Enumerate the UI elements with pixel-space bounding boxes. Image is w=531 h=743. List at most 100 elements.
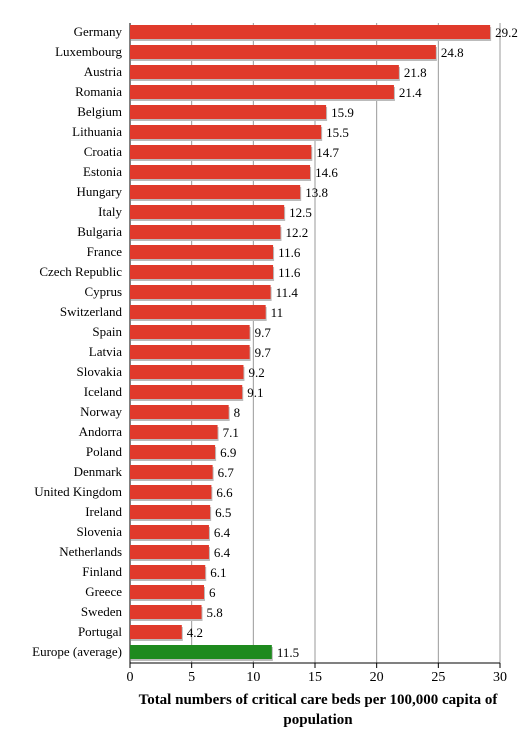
value-label: 6.4 [214, 525, 231, 540]
value-label: 12.2 [285, 225, 308, 240]
value-label: 6.5 [215, 505, 231, 520]
value-label: 15.9 [331, 105, 354, 120]
x-tick-label: 30 [493, 670, 507, 685]
y-tick-label: Europe (average) [32, 644, 122, 659]
y-tick-label: Switzerland [60, 304, 123, 319]
y-tick-label: Andorra [79, 424, 123, 439]
value-label: 14.6 [315, 165, 338, 180]
y-tick-label: Hungary [77, 184, 123, 199]
bar [130, 485, 212, 499]
value-label: 21.4 [399, 85, 422, 100]
value-label: 9.1 [247, 385, 263, 400]
value-label: 9.2 [248, 365, 264, 380]
y-tick-label: Bulgaria [77, 224, 122, 239]
y-tick-label: Slovakia [77, 364, 123, 379]
bar [130, 65, 399, 79]
bar [130, 325, 250, 339]
bar [130, 165, 311, 179]
value-label: 11.6 [278, 265, 301, 280]
value-label: 13.8 [305, 185, 328, 200]
value-label: 6.4 [214, 545, 231, 560]
bar [130, 345, 250, 359]
value-label: 11.6 [278, 245, 301, 260]
bar [130, 205, 285, 219]
bar [130, 385, 243, 399]
bar [130, 225, 281, 239]
value-label: 5.8 [207, 605, 223, 620]
y-tick-label: Luxembourg [55, 44, 122, 59]
bar [130, 305, 266, 319]
value-label: 24.8 [441, 45, 464, 60]
value-label: 14.7 [316, 145, 339, 160]
value-label: 7.1 [223, 425, 239, 440]
bar [130, 425, 218, 439]
value-label: 11 [271, 305, 284, 320]
x-tick-label: 5 [188, 670, 195, 685]
y-tick-label: Greece [85, 584, 122, 599]
bar [130, 465, 213, 479]
bar [130, 625, 182, 639]
value-label: 9.7 [255, 345, 272, 360]
bar [130, 645, 272, 659]
y-tick-label: Norway [80, 404, 122, 419]
bar [130, 145, 312, 159]
value-label: 4.2 [187, 625, 203, 640]
y-tick-label: Estonia [83, 164, 122, 179]
bar [130, 585, 204, 599]
bar [130, 445, 216, 459]
y-tick-label: Czech Republic [39, 264, 122, 279]
value-label: 9.7 [255, 325, 272, 340]
value-label: 21.8 [404, 65, 427, 80]
y-tick-label: Netherlands [59, 544, 122, 559]
bar [130, 125, 322, 139]
bar [130, 565, 206, 579]
y-tick-label: Latvia [89, 344, 122, 359]
y-tick-label: Austria [84, 64, 123, 79]
bar [130, 185, 301, 199]
bar [130, 265, 274, 279]
y-tick-label: United Kingdom [34, 484, 122, 499]
bar [130, 105, 327, 119]
x-tick-label: 20 [370, 670, 384, 685]
bar [130, 405, 229, 419]
y-tick-label: Iceland [84, 384, 123, 399]
value-label: 8 [234, 405, 241, 420]
value-label: 6.6 [216, 485, 233, 500]
y-tick-label: Slovenia [77, 524, 123, 539]
value-label: 12.5 [289, 205, 312, 220]
value-label: 11.5 [277, 645, 299, 660]
bar [130, 525, 209, 539]
value-label: 11.4 [276, 285, 299, 300]
y-tick-label: France [87, 244, 123, 259]
x-axis-label: Total numbers of critical care beds per … [139, 692, 499, 728]
bar [130, 45, 436, 59]
y-tick-label: Spain [92, 324, 122, 339]
y-tick-label: Denmark [74, 464, 123, 479]
y-tick-label: Lithuania [72, 124, 122, 139]
value-label: 29.2 [495, 25, 518, 40]
y-tick-label: Romania [75, 84, 122, 99]
value-label: 6.9 [220, 445, 236, 460]
y-tick-label: Croatia [84, 144, 122, 159]
y-tick-label: Germany [74, 24, 123, 39]
bar [130, 285, 271, 299]
bar [130, 245, 274, 259]
y-tick-label: Cyprus [84, 284, 122, 299]
value-label: 6.7 [218, 465, 235, 480]
x-tick-label: 10 [246, 670, 260, 685]
y-tick-label: Ireland [85, 504, 122, 519]
value-label: 15.5 [326, 125, 349, 140]
y-tick-label: Italy [98, 204, 122, 219]
bar [130, 25, 491, 39]
bar [130, 605, 202, 619]
bar [130, 85, 394, 99]
y-tick-label: Portugal [78, 624, 122, 639]
value-label: 6 [209, 585, 216, 600]
bar [130, 545, 209, 559]
x-tick-label: 0 [127, 670, 134, 685]
x-tick-label: 25 [431, 670, 445, 685]
bar [130, 365, 244, 379]
y-tick-label: Sweden [81, 604, 123, 619]
